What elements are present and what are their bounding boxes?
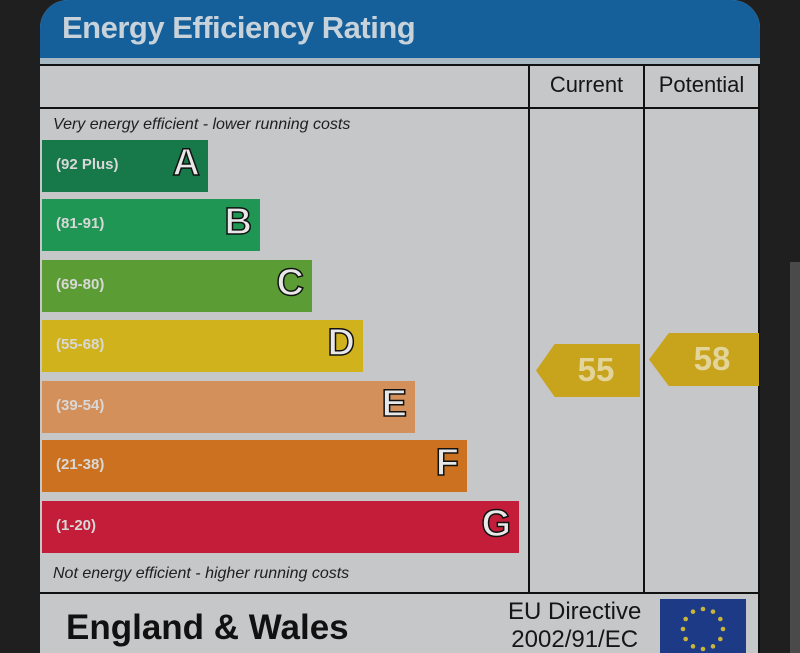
eu-star bbox=[720, 626, 726, 632]
scrollbar[interactable] bbox=[790, 262, 800, 653]
band-range: (69-80) bbox=[56, 276, 105, 293]
eu-star bbox=[700, 606, 706, 612]
eu-star bbox=[718, 616, 723, 622]
band-letter: E bbox=[381, 382, 408, 426]
bottom-note: Not energy efficient - higher running co… bbox=[53, 565, 350, 582]
footer-border bbox=[40, 592, 760, 594]
current-rating-value: 55 bbox=[577, 351, 615, 388]
eu-star bbox=[718, 636, 723, 642]
right-border bbox=[758, 64, 760, 653]
chart-title: Energy Efficiency Rating bbox=[62, 10, 416, 45]
band-range: (1-20) bbox=[56, 517, 97, 534]
eu-directive-line2: 2002/91/EC bbox=[511, 626, 639, 653]
header-strip bbox=[40, 58, 760, 64]
band-g: (1-20) G bbox=[42, 501, 519, 553]
table-top-border bbox=[40, 64, 760, 66]
band-e: (39-54) E bbox=[42, 381, 415, 433]
current-rating-arrow: 55 bbox=[536, 344, 640, 397]
eu-star bbox=[690, 609, 696, 614]
header-row-border bbox=[40, 107, 760, 109]
potential-column-header: Potential bbox=[658, 72, 745, 97]
band-letter: A bbox=[172, 141, 201, 185]
band-range: (39-54) bbox=[56, 397, 105, 414]
band-f: (21-38) F bbox=[42, 440, 467, 492]
eu-star bbox=[690, 644, 696, 649]
band-letter: C bbox=[276, 261, 305, 305]
band-b: (81-91) B bbox=[42, 199, 260, 251]
band-letter: G bbox=[481, 502, 512, 546]
eu-star bbox=[683, 636, 688, 642]
band-range: (21-38) bbox=[56, 456, 105, 473]
eu-star bbox=[683, 616, 688, 622]
eu-star bbox=[710, 644, 716, 649]
region-label: England & Wales bbox=[66, 608, 349, 647]
header-band: Energy Efficiency Rating bbox=[40, 0, 760, 58]
eu-star bbox=[710, 609, 716, 614]
band-letter: B bbox=[224, 200, 253, 244]
band-c: (69-80) C bbox=[42, 260, 312, 312]
band-range: (81-91) bbox=[56, 215, 105, 232]
potential-rating-arrow: 58 bbox=[649, 333, 759, 386]
current-column-divider bbox=[528, 64, 530, 593]
potential-rating-value: 58 bbox=[693, 340, 731, 377]
top-note: Very energy efficient - lower running co… bbox=[53, 116, 351, 133]
band-d: (55-68) D bbox=[42, 320, 363, 372]
band-a: (92 Plus) A bbox=[42, 140, 208, 192]
band-range: (92 Plus) bbox=[56, 156, 119, 173]
band-letter: F bbox=[435, 441, 460, 485]
eu-star bbox=[700, 646, 706, 652]
eu-star bbox=[680, 626, 686, 632]
energy-rating-chart: Energy Efficiency Rating Current Potenti… bbox=[40, 0, 760, 653]
band-letter: D bbox=[327, 321, 356, 365]
eu-directive-line1: EU Directive bbox=[508, 598, 642, 625]
current-column-header: Current bbox=[549, 72, 624, 97]
potential-column-divider bbox=[643, 64, 645, 593]
band-range: (55-68) bbox=[56, 336, 105, 353]
eu-flag-icon bbox=[660, 599, 746, 653]
eu-directive: EU Directive 2002/91/EC bbox=[508, 598, 641, 653]
